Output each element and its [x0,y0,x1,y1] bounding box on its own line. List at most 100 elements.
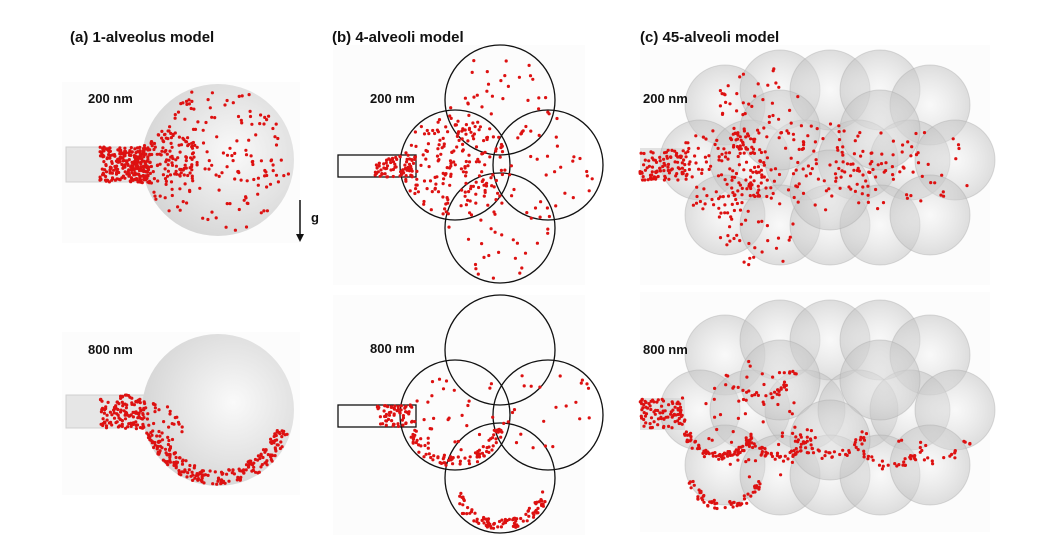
particle [494,441,498,445]
particle [538,385,542,389]
particle [862,436,866,440]
particle [748,438,752,442]
particle [640,171,644,175]
particle [493,212,497,216]
particle [737,181,741,185]
particle [498,155,502,159]
particle [871,167,875,172]
size-label: 800 nm [370,341,415,356]
particle [833,172,838,176]
particle [422,455,426,459]
particle [691,479,695,484]
particle [854,445,858,449]
particle [254,133,258,137]
particle [172,460,176,465]
particle [504,59,508,63]
particle [107,153,111,157]
particle [206,98,210,102]
particle [477,432,482,437]
particle [146,148,150,152]
particle [656,408,660,413]
particle [263,115,267,119]
particle [166,137,170,141]
particle [384,161,388,165]
particle [250,160,254,164]
particle [168,458,172,462]
particle [167,158,171,162]
particle [268,182,273,186]
particle [279,158,283,162]
particle [384,419,388,423]
particle [590,177,594,181]
particle [390,157,394,162]
particle [259,159,263,163]
particle [662,424,666,429]
particle [432,454,436,458]
particle [129,168,133,172]
particle [415,177,419,181]
particle [176,110,181,114]
particle [782,380,787,384]
particle [735,92,739,96]
particle [750,104,754,108]
particle [478,125,482,129]
particle [395,409,399,413]
particle [151,402,155,406]
particle [534,502,538,506]
particle [790,412,794,416]
particle [732,143,736,148]
particle [777,117,781,121]
particle [145,176,149,180]
particle [810,167,814,171]
particle [717,457,721,461]
particle [422,418,426,422]
particle [482,517,486,521]
particle [184,155,189,160]
particle [463,128,467,132]
particle [444,172,448,176]
particle [736,189,740,193]
particle [248,109,252,113]
particle [756,220,761,224]
particle [447,458,451,462]
particle [527,514,531,518]
particle [853,139,857,143]
particle [682,419,687,423]
particle [235,139,239,143]
particle [444,463,448,467]
panel-a-200nm: 200 nm [62,82,300,243]
particle [676,160,680,164]
arrow-head-icon [296,234,304,242]
particle [452,160,456,164]
particle [195,163,199,167]
particle [474,201,478,205]
particle [771,191,775,196]
particle [188,463,192,468]
particle [503,74,507,78]
particle [438,461,442,465]
gravity-indicator: g [296,200,319,242]
particle [140,159,144,163]
particle [169,136,173,140]
particle [724,373,728,377]
particle [473,511,477,515]
particle [138,169,142,173]
particle [783,383,787,387]
particle [165,405,170,409]
particle [404,179,408,183]
particle [276,136,280,141]
particle [206,473,210,477]
particle [824,208,828,212]
particle [459,167,463,171]
particle [245,201,249,205]
particle [520,266,524,270]
particle [465,424,469,428]
particle [151,170,155,174]
particle [258,456,262,461]
particle [381,422,385,426]
particle [434,182,438,186]
particle [737,399,741,403]
particle [771,375,775,379]
particle [853,440,857,444]
